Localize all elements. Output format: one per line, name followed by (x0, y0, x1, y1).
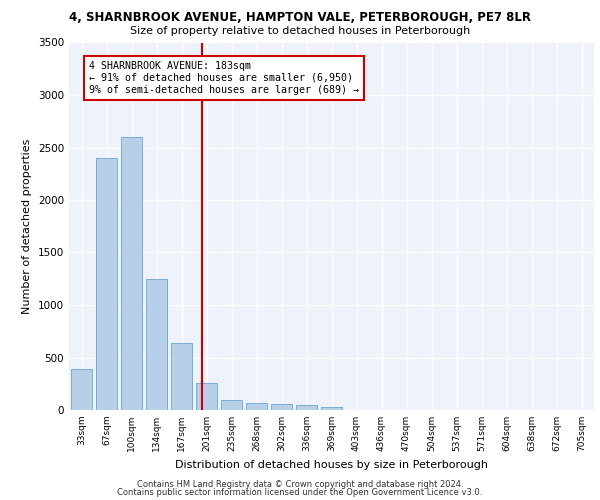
Bar (71, 369, 92, 410)
Bar (96, 158, 117, 410)
Text: Size of property relative to detached houses in Peterborough: Size of property relative to detached ho… (130, 26, 470, 36)
X-axis label: Distribution of detached houses by size in Peterborough: Distribution of detached houses by size … (175, 460, 488, 469)
Bar (246, 403, 267, 410)
Text: Contains HM Land Registry data © Crown copyright and database right 2024.: Contains HM Land Registry data © Crown c… (137, 480, 463, 489)
Bar (321, 407, 342, 410)
Text: Contains public sector information licensed under the Open Government Licence v3: Contains public sector information licen… (118, 488, 482, 497)
Bar (271, 404, 292, 410)
Bar (121, 137, 142, 410)
Bar (196, 382, 217, 410)
Bar (221, 400, 242, 410)
Y-axis label: Number of detached properties: Number of detached properties (22, 138, 32, 314)
Bar (171, 343, 192, 410)
Bar (146, 279, 167, 410)
Text: 4, SHARNBROOK AVENUE, HAMPTON VALE, PETERBOROUGH, PE7 8LR: 4, SHARNBROOK AVENUE, HAMPTON VALE, PETE… (69, 11, 531, 24)
Bar (296, 406, 317, 410)
Text: 4 SHARNBROOK AVENUE: 183sqm
← 91% of detached houses are smaller (6,950)
9% of s: 4 SHARNBROOK AVENUE: 183sqm ← 91% of det… (89, 62, 359, 94)
